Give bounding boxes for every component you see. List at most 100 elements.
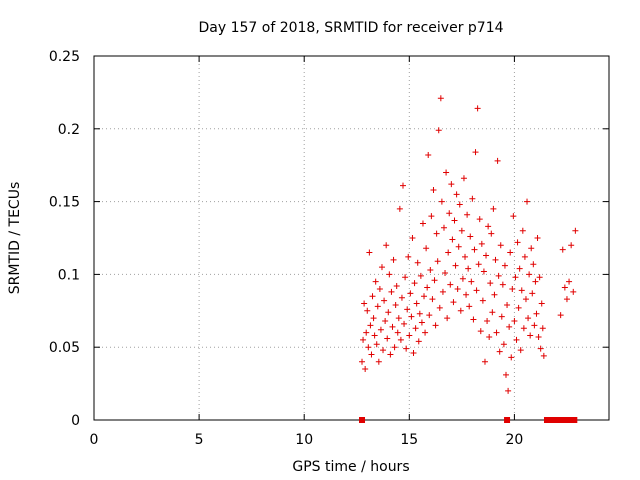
data-point [467,233,474,240]
data-point [524,198,531,205]
data-point [462,253,469,260]
zero-marker [559,417,566,423]
y-tick-label: 0.05 [49,340,80,356]
zero-marker [555,417,562,423]
data-point [416,310,423,317]
data-point [426,312,433,319]
data-point [411,280,418,287]
data-point [538,300,545,307]
data-point [432,322,439,329]
data-point [361,300,368,307]
data-point [385,309,392,316]
zero-marker [359,417,366,423]
x-tick-label: 0 [90,432,99,448]
data-point [539,325,546,332]
data-point [514,239,521,246]
data-point [362,366,369,373]
x-tick-label: 5 [195,432,204,448]
data-point [433,230,440,237]
tick-labels: 0 5 10 15 20 0 0.05 0.1 0.15 0.2 0.25 [49,49,523,448]
zero-marker [571,417,578,423]
data-point [365,344,372,351]
data-point [410,350,417,357]
y-tick-label: 0.25 [49,49,80,65]
data-point [451,217,458,224]
data-point [481,358,488,365]
data-points [359,95,579,423]
data-point [428,213,435,220]
y-axis-label: SRMTID / TECUs [7,182,23,295]
data-point [471,246,478,253]
data-point [456,201,463,208]
data-point [381,297,388,304]
data-point [480,268,487,275]
data-point [506,323,513,330]
zero-marker [547,417,554,423]
data-point [363,329,370,336]
data-point [513,336,520,343]
data-point [414,259,421,266]
data-point [360,336,367,343]
data-point [572,227,579,234]
data-point [474,105,481,112]
data-point [570,288,577,295]
data-point [400,182,406,189]
data-point [511,317,518,324]
data-point [470,316,477,323]
data-point [415,338,422,345]
data-point [402,274,409,281]
data-point [527,332,534,339]
data-point [478,240,485,247]
data-point [557,312,564,319]
x-tick-label: 15 [400,432,418,448]
data-point [406,332,413,339]
data-point [488,230,495,237]
data-point [403,345,410,352]
data-point [396,205,403,212]
y-tick-label: 0 [71,413,80,429]
data-point [473,287,480,294]
data-point [498,313,505,320]
data-point [375,358,382,365]
data-point [448,181,455,188]
data-point [508,354,515,361]
data-point [452,262,459,269]
zero-marker [550,417,557,423]
data-point [507,249,514,256]
data-point [458,227,465,234]
data-point [460,175,467,182]
data-point [422,329,429,336]
data-point [529,290,536,297]
axis-ticks [93,55,609,421]
data-point [499,281,506,288]
x-axis-label: GPS time / hours [292,459,409,475]
data-point [397,336,404,343]
data-point [487,280,494,287]
data-point [387,351,394,358]
data-point [477,328,484,335]
data-point [561,284,568,291]
zero-marker [568,417,575,423]
data-point [490,205,497,212]
data-point [463,291,470,298]
data-point [366,249,373,256]
data-point [423,245,430,252]
data-point [371,332,378,339]
data-point [535,334,542,341]
data-point [509,285,516,292]
data-point [373,341,380,348]
data-point [475,261,482,268]
data-point [445,249,452,256]
data-point [439,288,446,295]
data-point [449,236,456,243]
data-point [421,293,428,300]
data-point [468,278,475,285]
data-point [436,304,443,311]
data-point [533,310,540,317]
data-point [408,313,415,320]
data-point [372,278,379,285]
data-point [386,271,393,278]
data-point [516,265,523,272]
data-point [430,186,437,193]
data-point [465,265,472,272]
